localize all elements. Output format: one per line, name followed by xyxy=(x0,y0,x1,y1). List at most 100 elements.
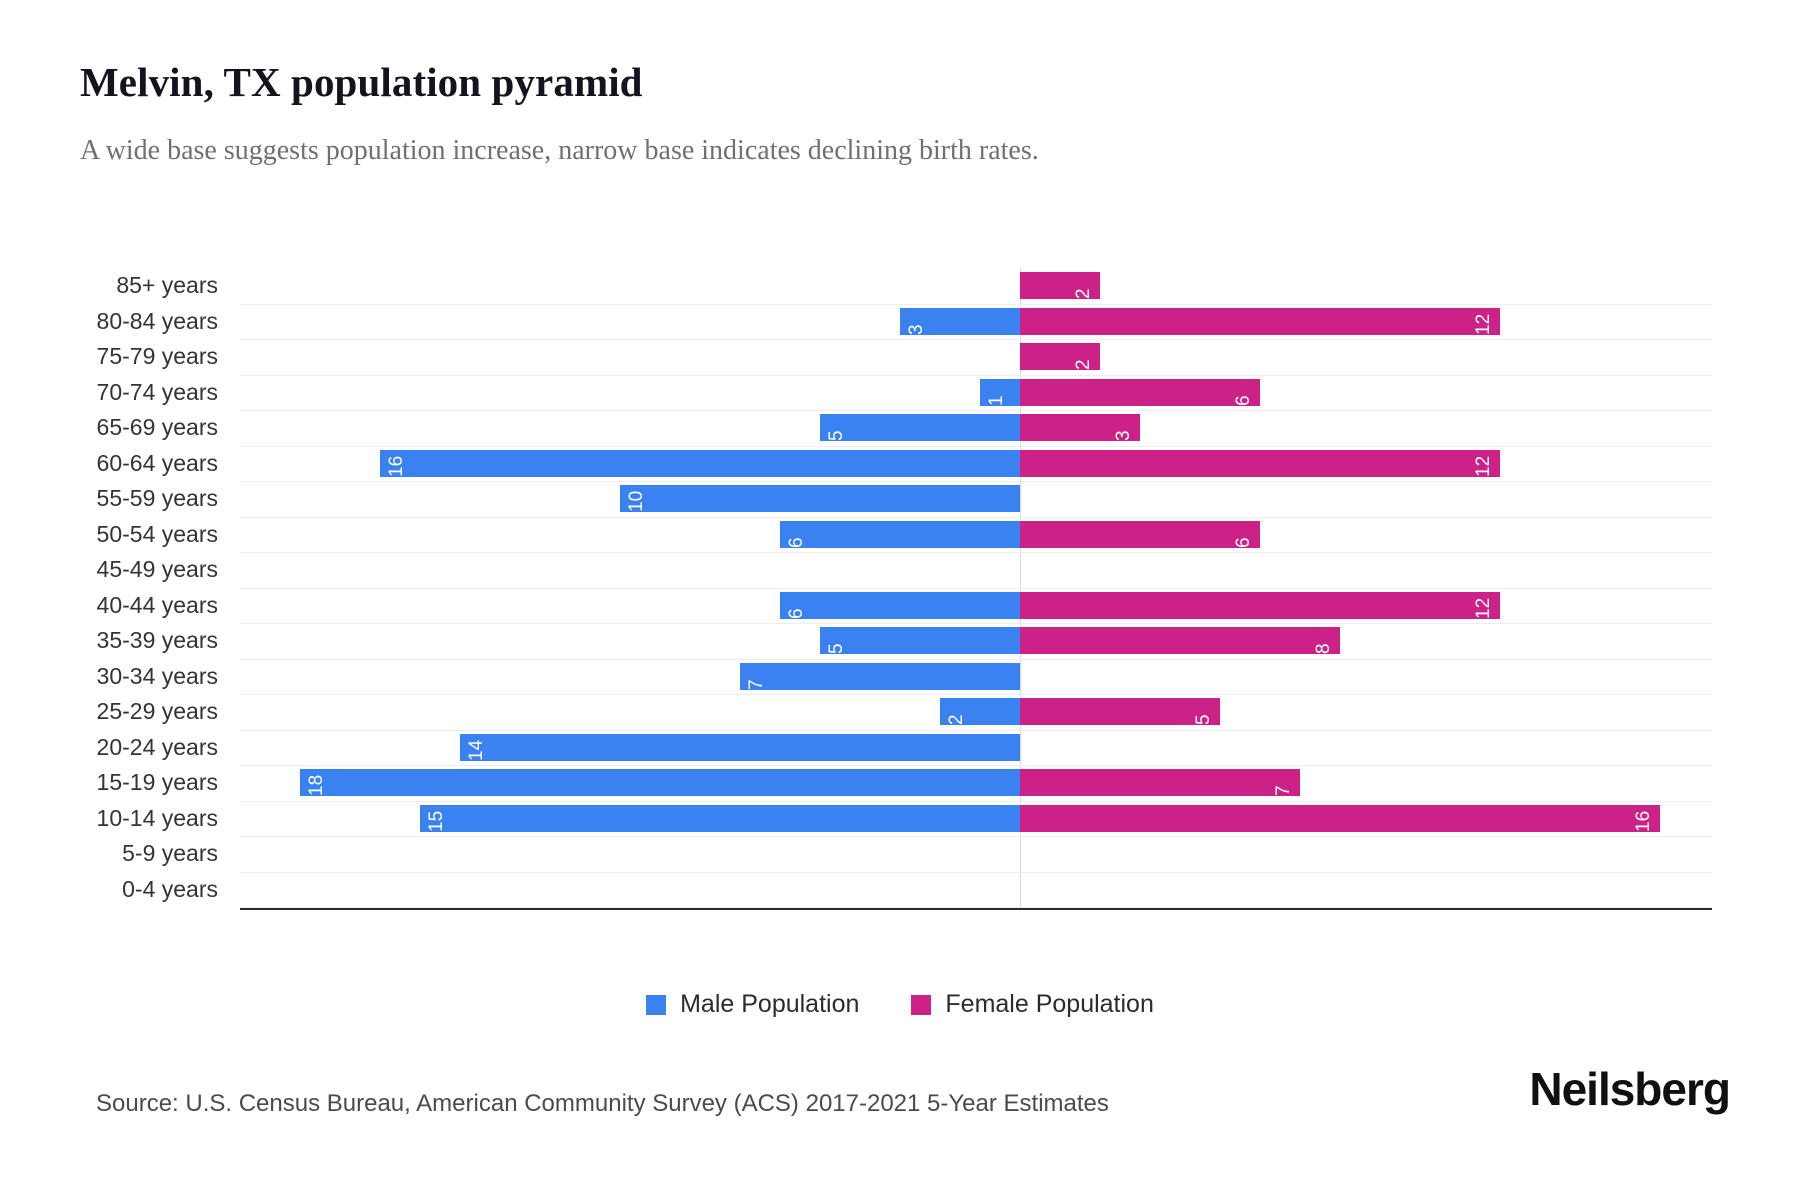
male-bar-value-label: 18 xyxy=(306,774,327,796)
pyramid-row: 30-34 years 7 xyxy=(97,659,1712,695)
female-bar: 12 xyxy=(1020,307,1500,335)
y-axis-tick-label: 10-14 years xyxy=(96,804,218,831)
gridline xyxy=(240,729,1712,731)
y-axis-tick-label: 20-24 years xyxy=(96,733,218,760)
gridline xyxy=(240,374,1712,376)
pyramid-row: 75-79 years 2 xyxy=(97,339,1712,376)
gridline xyxy=(240,587,1712,589)
y-axis-tick-label: 60-64 years xyxy=(96,449,218,476)
female-bar-value-label: 3 xyxy=(1113,430,1134,441)
gridline xyxy=(240,800,1712,802)
pyramid-row: 45-49 years xyxy=(97,552,1712,589)
male-bar-value-label: 5 xyxy=(826,430,847,441)
y-axis-tick-label: 75-79 years xyxy=(96,343,218,369)
male-bar: 2 xyxy=(940,698,1020,725)
male-bar-value-label: 16 xyxy=(386,455,407,477)
pyramid-row: 85+ years 2 xyxy=(116,268,1712,305)
gridline xyxy=(240,339,1712,340)
gridline xyxy=(240,303,1712,305)
female-bar-value-label: 12 xyxy=(1473,313,1494,335)
y-axis-tick-label: 15-19 years xyxy=(96,769,218,795)
female-bar-value-label: 12 xyxy=(1473,597,1494,619)
female-bar-value-label: 5 xyxy=(1193,714,1214,725)
male-bar: 15 xyxy=(420,804,1020,832)
gridline xyxy=(240,516,1712,518)
y-axis-tick-label: 70-74 years xyxy=(96,378,218,405)
female-bar: 8 xyxy=(1020,627,1340,654)
y-axis-tick-label: 80-84 years xyxy=(96,307,218,334)
y-axis-tick-label: 85+ years xyxy=(116,272,218,298)
male-bar: 5 xyxy=(820,627,1020,654)
gridline xyxy=(240,552,1712,553)
chart-legend: Male Population Female Population xyxy=(0,990,1800,1019)
pyramid-row: 65-69 years 5 3 xyxy=(97,410,1712,447)
male-bar: 18 xyxy=(300,769,1020,796)
page-title: Melvin, TX population pyramid xyxy=(80,59,643,105)
female-bar-value-label: 16 xyxy=(1633,810,1654,832)
male-bar-value-label: 15 xyxy=(426,810,447,832)
y-axis-tick-label: 55-59 years xyxy=(96,485,218,511)
male-bar: 1 xyxy=(980,378,1020,406)
y-axis-tick-label: 45-49 years xyxy=(96,556,218,582)
male-bar-value-label: 14 xyxy=(466,739,487,761)
male-bar-value-label: 1 xyxy=(986,394,1007,406)
male-bar: 3 xyxy=(900,307,1020,335)
female-bar: 12 xyxy=(1020,591,1500,619)
female-bar-value-label: 6 xyxy=(1233,394,1254,406)
pyramid-row: 20-24 years 14 xyxy=(97,730,1712,766)
pyramid-row: 60-64 years 16 12 xyxy=(97,446,1712,482)
legend-item[interactable]: Female Population xyxy=(911,990,1154,1019)
male-bar-value-label: 7 xyxy=(746,678,767,690)
gridline xyxy=(240,694,1712,695)
legend-item[interactable]: Male Population xyxy=(646,990,859,1019)
chart-subtitle: A wide base suggests population increase… xyxy=(80,135,1039,166)
female-bar-value-label: 2 xyxy=(1073,288,1094,299)
y-axis-tick-label: 40-44 years xyxy=(96,591,218,618)
female-bar: 3 xyxy=(1020,414,1140,441)
y-axis-tick-label: 65-69 years xyxy=(96,414,218,440)
pyramid-row: 5-9 years xyxy=(122,836,1712,873)
pyramid-row: 80-84 years 3 12 xyxy=(97,304,1712,340)
female-legend-swatch xyxy=(911,994,932,1015)
pyramid-row: 10-14 years 15 16 xyxy=(97,801,1712,837)
gridline xyxy=(240,445,1712,447)
source-note: Source: U.S. Census Bureau, American Com… xyxy=(96,1090,1109,1117)
pyramid-row: 25-29 years 2 5 xyxy=(97,694,1712,731)
female-bar-value-label: 12 xyxy=(1473,455,1494,477)
pyramid-row: 35-39 years 5 8 xyxy=(97,623,1712,660)
gridline xyxy=(240,836,1712,837)
female-bar: 6 xyxy=(1020,378,1260,406)
male-bar-value-label: 6 xyxy=(786,536,807,548)
gridline xyxy=(240,907,1712,908)
male-legend-swatch xyxy=(646,994,667,1015)
female-bar-value-label: 8 xyxy=(1313,643,1334,654)
female-bar: 2 xyxy=(1020,272,1100,299)
male-bar-value-label: 10 xyxy=(626,490,647,512)
pyramid-row: 50-54 years 6 6 xyxy=(97,517,1712,553)
male-bar: 14 xyxy=(460,733,1020,761)
gridline xyxy=(240,410,1712,411)
gridline xyxy=(240,658,1712,660)
male-bar-value-label: 3 xyxy=(906,323,927,335)
male-bar: 16 xyxy=(380,449,1020,477)
pyramid-row: 15-19 years 18 7 xyxy=(97,765,1712,802)
male-bar-value-label: 5 xyxy=(826,643,847,654)
pyramid-row: 70-74 years 1 6 xyxy=(97,375,1712,411)
y-axis-tick-label: 5-9 years xyxy=(122,840,218,866)
female-bar: 2 xyxy=(1020,343,1100,370)
gridline xyxy=(240,481,1712,482)
female-bar-value-label: 2 xyxy=(1073,359,1094,370)
y-axis-tick-label: 50-54 years xyxy=(96,520,218,547)
pyramid-row: 0-4 years xyxy=(122,872,1712,908)
male-bar: 6 xyxy=(780,591,1020,619)
legend-label: Female Population xyxy=(945,990,1154,1018)
population-pyramid-plot: 85+ years 2 80-84 years 3 12 75-79 years 2 70-7… xyxy=(97,268,1712,908)
y-axis-tick-label: 0-4 years xyxy=(122,875,218,902)
male-bar: 7 xyxy=(740,662,1020,690)
female-bar: 7 xyxy=(1020,769,1300,796)
legend-label: Male Population xyxy=(680,990,860,1018)
female-bar-value-label: 6 xyxy=(1233,536,1254,548)
female-bar: 12 xyxy=(1020,449,1500,477)
female-bar: 6 xyxy=(1020,520,1260,548)
y-axis-tick-label: 25-29 years xyxy=(96,698,218,724)
